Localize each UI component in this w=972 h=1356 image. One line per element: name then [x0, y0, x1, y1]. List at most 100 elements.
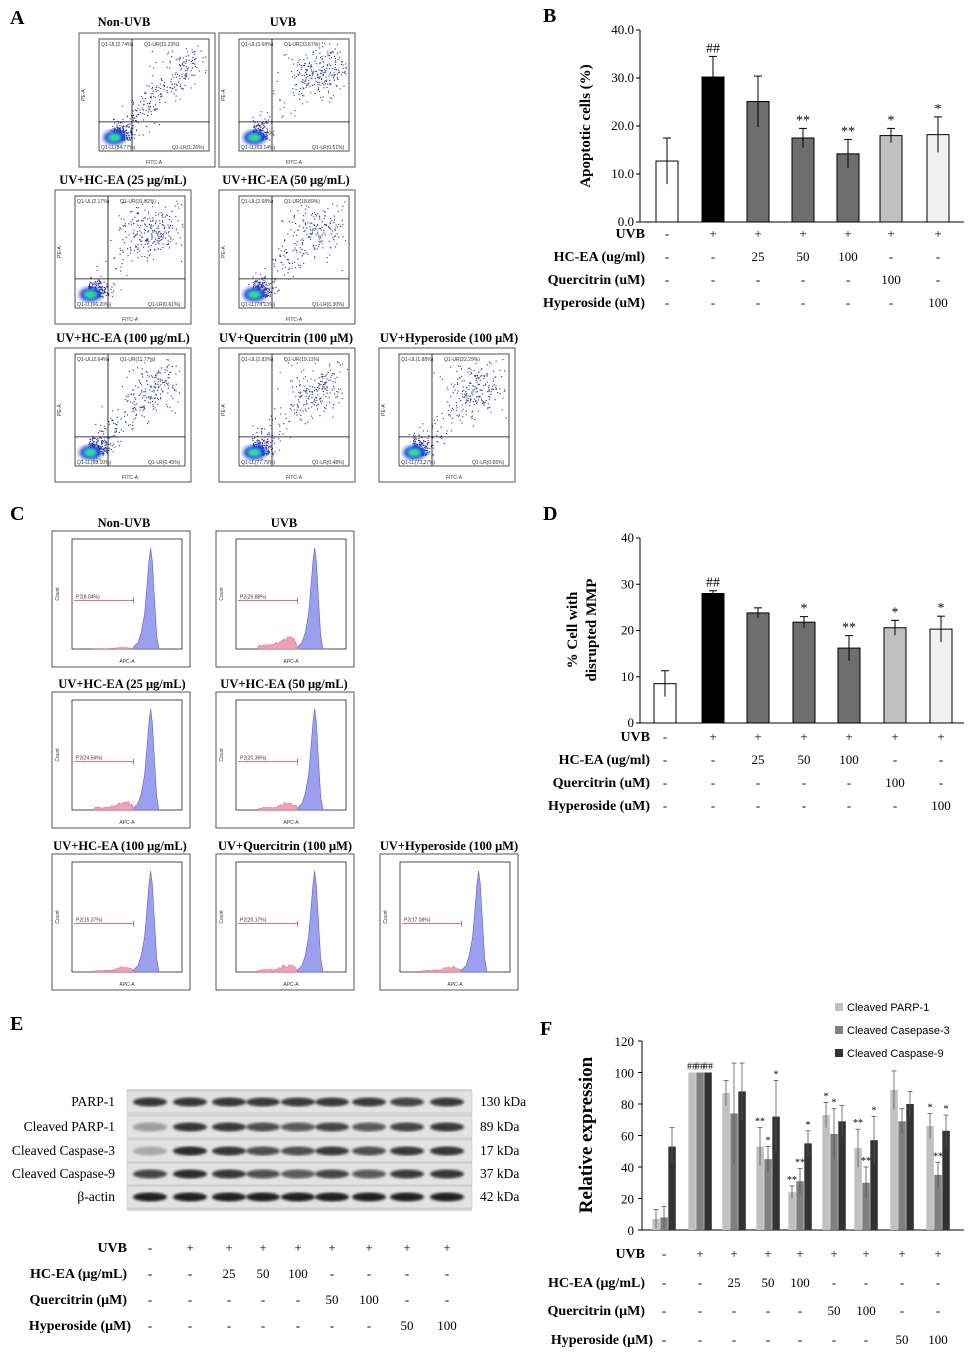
band-label: β-actin [77, 1189, 115, 1204]
quadrant-lr-label: Q1-LR(0.45%) [148, 460, 181, 466]
x-axis-title: FITC-A [122, 317, 139, 323]
histogram-gate-region [257, 964, 298, 973]
condition-value: 100 [838, 249, 858, 264]
quadrant-ll-label: Q1-LL(77.79%) [241, 460, 276, 466]
blot-band [352, 1192, 386, 1202]
condition-value: 50 [828, 1303, 841, 1318]
bar [926, 1126, 934, 1230]
blot-band [212, 1097, 246, 1107]
condition-value: - [711, 249, 715, 264]
condition-value: + [754, 729, 761, 744]
condition-value: - [227, 1292, 231, 1307]
condition-value: - [798, 1303, 802, 1318]
panel-e-western-blot: PARP-1 130 kDa Cleaved PARP-1 89 kDa Cleaved… [12, 1089, 526, 1334]
condition-value: 50 [896, 1332, 909, 1347]
quadrant-ur-label: Q1-UR(33.67%) [284, 42, 320, 48]
condition-value: + [730, 1246, 737, 1261]
condition-value: 25 [752, 249, 765, 264]
condition-value: - [711, 272, 715, 287]
condition-value: - [188, 1292, 192, 1307]
blot-band [430, 1146, 464, 1156]
scatter-axes [238, 38, 350, 152]
y-tick-label: 120 [615, 1034, 635, 1049]
blot-band [246, 1122, 280, 1132]
blot-band [281, 1146, 315, 1156]
scatter-axes [74, 353, 186, 467]
condition-value: - [148, 1318, 152, 1333]
y-axis-title: PE-A [221, 246, 227, 258]
significance-marker: ** [755, 1117, 765, 1128]
bar [883, 627, 907, 724]
blot-band [390, 1192, 424, 1202]
histogram-gate-region [257, 636, 298, 650]
bar [738, 1091, 746, 1230]
significance-marker: ** [933, 1151, 943, 1162]
condition-row-label: UVB [97, 1241, 127, 1256]
condition-value: - [939, 752, 943, 767]
y-axis-title: PE-A [381, 404, 387, 416]
x-axis-title: APC-A [283, 659, 299, 665]
histogram-plot: P2(17.08%) APC-A Count [379, 853, 519, 991]
condition-value: + [709, 729, 716, 744]
scatter-plot: Q1-UL(3.68%) Q1-UR(33.67%) Q1-LL(63.14%) Q1… [218, 32, 356, 168]
condition-value: - [148, 1240, 152, 1255]
condition-value: 100 [790, 1275, 810, 1290]
histogram-title: UV+HC-EA (100 μg/mL) [53, 839, 187, 853]
condition-value: 25 [728, 1275, 741, 1290]
bar [890, 1089, 898, 1230]
blot-band [352, 1146, 386, 1156]
condition-value: - [801, 272, 805, 287]
quadrant-lr-label: Q1-LR(0.51%) [312, 145, 345, 151]
quadrant-lr-label: Q1-LR(0.48%) [312, 460, 345, 466]
scatter-frame [78, 32, 216, 168]
molecular-weight-label: 130 kDa [480, 1094, 526, 1109]
significance-marker: * [774, 1069, 779, 1080]
quadrant-ll-label: Q1-LL(63.14%) [241, 145, 276, 151]
y-tick-label: 20 [621, 1192, 634, 1207]
gate-label: P2(20.36%) [240, 756, 267, 762]
histogram-frame [51, 530, 191, 668]
condition-row-label: Hyperoside (μM) [29, 1319, 132, 1334]
condition-value: - [665, 272, 669, 287]
condition-value: - [847, 798, 851, 813]
condition-row-label: UVB [615, 1247, 645, 1262]
x-axis-title: APC-A [119, 982, 135, 988]
histogram-title: UV+Hyperoside (100 μM) [380, 839, 518, 853]
histogram-peak [132, 870, 160, 973]
condition-row-label: Quercitrin (μM) [30, 1293, 128, 1308]
condition-value: - [188, 1266, 192, 1281]
x-axis-title: FITC-A [122, 475, 139, 481]
gate-label: P2(26.88%) [240, 595, 267, 601]
bar [791, 137, 815, 223]
blot-band [390, 1122, 424, 1132]
condition-value: - [756, 272, 760, 287]
blot-band [390, 1169, 424, 1179]
y-tick-label: 80 [621, 1097, 634, 1112]
bar [668, 1146, 676, 1230]
condition-value: - [732, 1303, 736, 1318]
histogram-gate-region [93, 966, 135, 973]
scatter-axes [74, 195, 186, 309]
y-tick-label: 10 [621, 669, 634, 684]
significance-marker: ## [687, 1062, 697, 1073]
significance-marker: ** [861, 1156, 871, 1167]
y-axis-title: PE-A [221, 404, 227, 416]
quadrant-ur-label: Q1-UR(31.02%) [120, 199, 156, 205]
panel-a-flow-cytometry: Non-UVB Q1-UL(2.74%) Q1-UR(11.23%) Q1-LL(84… [54, 15, 518, 483]
condition-value: - [663, 729, 667, 744]
scatter-plot: Q1-UL(1.88%) Q1-UR(22.29%) Q1-LL(73.27%) Q1… [378, 347, 516, 483]
bar [854, 1148, 862, 1230]
blot-band [212, 1122, 246, 1132]
histogram-peak [132, 708, 160, 811]
y-axis-title: Count [219, 587, 225, 601]
y-axis-title: PE-A [81, 89, 87, 101]
condition-value: 100 [881, 272, 901, 287]
condition-value: + [937, 729, 944, 744]
scatter-title: UV+HC-EA (50 μg/mL) [222, 173, 349, 187]
blot-band [133, 1169, 167, 1179]
band-label: Cleaved PARP-1 [24, 1119, 115, 1134]
significance-marker: ** [787, 1175, 797, 1186]
y-axis-title: Count [219, 910, 225, 924]
legend-swatch [835, 1026, 843, 1034]
bar [704, 1072, 712, 1230]
